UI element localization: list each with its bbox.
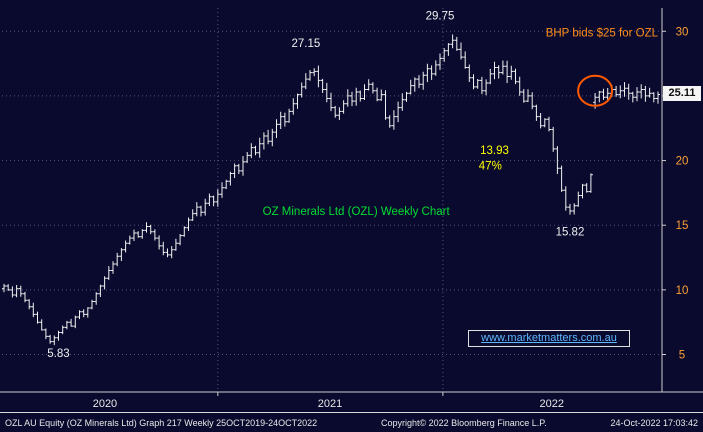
footer-copyright: Copyright© 2022 Bloomberg Finance L.P.: [381, 417, 547, 428]
y-axis-tick-label: 10: [676, 285, 689, 297]
x-axis-year-label: 2021: [318, 398, 342, 410]
y-axis-tick-label: 15: [676, 220, 689, 232]
annotation-retrace-pct: 47%: [479, 161, 502, 173]
price-chart: 5101520253020202021202229.7527.155.8315.…: [0, 8, 703, 410]
x-axis-year-label: 2020: [93, 398, 117, 410]
footer-timestamp: 24-Oct-2022 17:03:42: [610, 417, 698, 428]
last-price-label: 25.11: [663, 86, 701, 102]
y-axis-tick-label: 20: [676, 156, 689, 168]
annotation-retrace-value: 13.93: [480, 145, 509, 157]
ohlc-bars: [2, 34, 660, 346]
footer-bar: OZL AU Equity (OZ Minerals Ltd) Graph 21…: [0, 412, 703, 432]
annotation-bhp-news: BHP bids $25 for OZL: [546, 27, 659, 39]
x-axis-year-label: 2022: [540, 398, 564, 410]
annotation-peak-2022: 29.75: [426, 11, 455, 23]
y-axis-tick-label: 30: [676, 26, 689, 38]
annotation-peak-2021: 27.15: [291, 38, 320, 50]
footer-security-info: OZL AU Equity (OZ Minerals Ltd) Graph 21…: [5, 417, 318, 428]
annotation-low-2020: 5.83: [47, 348, 69, 360]
marketmatters-link[interactable]: www.marketmatters.com.au: [468, 330, 630, 347]
annotation-chart-title: OZ Minerals Ltd (OZL) Weekly Chart: [263, 206, 451, 218]
bhp-bid-highlight-circle: [577, 74, 614, 107]
marketmatters-link-label[interactable]: www.marketmatters.com.au: [481, 332, 617, 344]
annotation-low-2022: 15.82: [556, 227, 585, 239]
y-axis-tick-label: 5: [679, 350, 685, 362]
